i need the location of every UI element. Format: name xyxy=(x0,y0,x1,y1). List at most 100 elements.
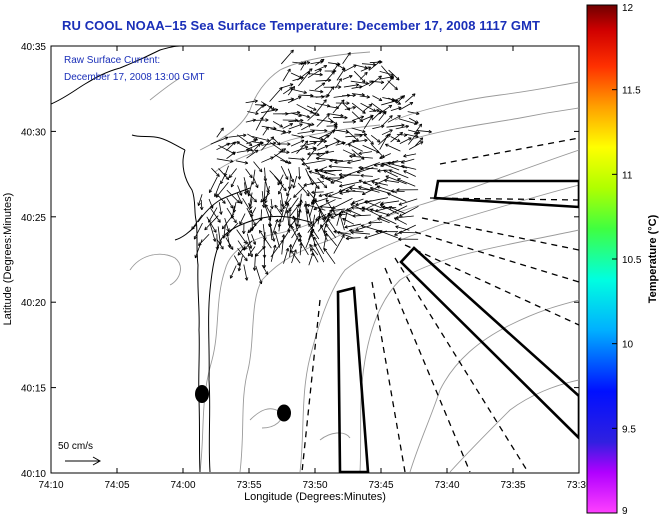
current-vector xyxy=(238,142,253,152)
current-vector-head xyxy=(428,129,432,134)
current-vector-head xyxy=(248,209,253,214)
current-vector xyxy=(243,264,248,281)
current-vector xyxy=(372,95,383,101)
current-vector xyxy=(270,198,273,209)
current-vector xyxy=(328,165,353,169)
current-vector xyxy=(223,224,226,239)
current-vector-head xyxy=(385,134,389,138)
current-vector xyxy=(307,112,317,121)
current-vector xyxy=(292,175,298,189)
y-tick-label: 40:10 xyxy=(21,469,46,480)
current-vector-head xyxy=(326,213,331,217)
current-vector-head xyxy=(287,130,292,134)
current-vector-head xyxy=(248,205,253,210)
current-vector xyxy=(381,100,398,106)
current-vector-head xyxy=(398,202,403,206)
current-vector xyxy=(339,213,345,231)
current-vector xyxy=(382,97,395,101)
current-vector-head xyxy=(279,208,283,213)
current-vector xyxy=(327,105,339,109)
current-vector xyxy=(351,149,365,160)
current-vector xyxy=(282,68,291,82)
current-vector-head xyxy=(229,246,234,250)
current-vector xyxy=(218,168,230,180)
current-vector-head xyxy=(260,198,264,203)
current-vector-head xyxy=(345,189,349,193)
current-vector xyxy=(269,142,284,152)
current-vector-head xyxy=(298,238,302,242)
current-vector-head xyxy=(236,262,241,266)
current-vector xyxy=(395,215,414,219)
current-vector xyxy=(345,190,364,193)
current-vector xyxy=(287,218,297,231)
colorbar-tick-label: 12 xyxy=(622,3,634,14)
current-vector xyxy=(386,124,405,128)
current-vector xyxy=(298,71,311,87)
current-vector xyxy=(349,230,364,233)
current-vector xyxy=(292,61,305,64)
current-vector xyxy=(252,169,256,185)
current-vector-head xyxy=(260,104,265,109)
current-vector xyxy=(343,64,357,72)
current-vector-head xyxy=(419,141,424,145)
current-vector-head xyxy=(369,186,374,191)
current-vector xyxy=(261,125,277,130)
current-vector xyxy=(385,143,401,152)
current-vector xyxy=(327,140,340,147)
current-vector xyxy=(272,121,283,128)
current-vector xyxy=(309,244,319,256)
colorbar-tick-label: 9 xyxy=(622,506,628,517)
current-vector xyxy=(368,221,383,224)
current-vector xyxy=(401,158,415,164)
current-vector-head xyxy=(336,140,340,144)
current-vector-head xyxy=(378,215,383,219)
current-vector xyxy=(220,174,226,184)
current-vector-head xyxy=(287,160,292,165)
current-vector-head xyxy=(366,95,370,99)
current-vector-head xyxy=(338,85,342,89)
current-vector-head xyxy=(268,105,273,110)
current-vector xyxy=(325,71,335,82)
current-vector-head xyxy=(385,143,389,148)
current-vector-head xyxy=(306,203,311,208)
current-vector xyxy=(291,134,305,138)
current-vector xyxy=(208,207,218,223)
current-vector-head xyxy=(308,223,312,228)
current-vector-head xyxy=(253,198,257,203)
current-vector-head xyxy=(364,235,368,240)
current-vector xyxy=(301,124,312,131)
current-vector xyxy=(407,111,420,115)
current-vector-head xyxy=(350,230,354,235)
current-vector xyxy=(347,159,361,164)
current-vector xyxy=(325,223,337,239)
current-vector xyxy=(401,165,417,170)
current-vector xyxy=(221,213,235,230)
current-vector-head xyxy=(270,136,275,140)
current-vector xyxy=(297,130,315,134)
current-vector xyxy=(372,125,385,130)
current-vector-head xyxy=(309,68,313,72)
current-vector-head xyxy=(212,238,217,242)
current-vector xyxy=(380,200,400,205)
current-vector-head xyxy=(292,215,296,220)
current-vector xyxy=(340,210,355,217)
current-vector xyxy=(230,265,237,279)
current-vector xyxy=(347,143,364,152)
current-vector-head xyxy=(325,199,330,203)
current-vector xyxy=(399,102,414,111)
current-vector xyxy=(261,109,279,114)
current-vector-head xyxy=(232,151,236,156)
current-vector xyxy=(214,183,221,197)
current-vector xyxy=(375,207,388,212)
current-vector-head xyxy=(362,129,366,133)
current-vector-head xyxy=(339,191,343,195)
current-vector-head xyxy=(338,213,343,217)
current-vector xyxy=(345,135,363,138)
current-vector xyxy=(272,148,286,159)
current-vector xyxy=(360,175,373,177)
y-tick-label: 40:25 xyxy=(21,213,46,224)
current-vector-head xyxy=(292,184,296,189)
current-vector-head xyxy=(338,173,343,177)
current-vector xyxy=(290,250,301,264)
current-vector xyxy=(281,234,285,255)
